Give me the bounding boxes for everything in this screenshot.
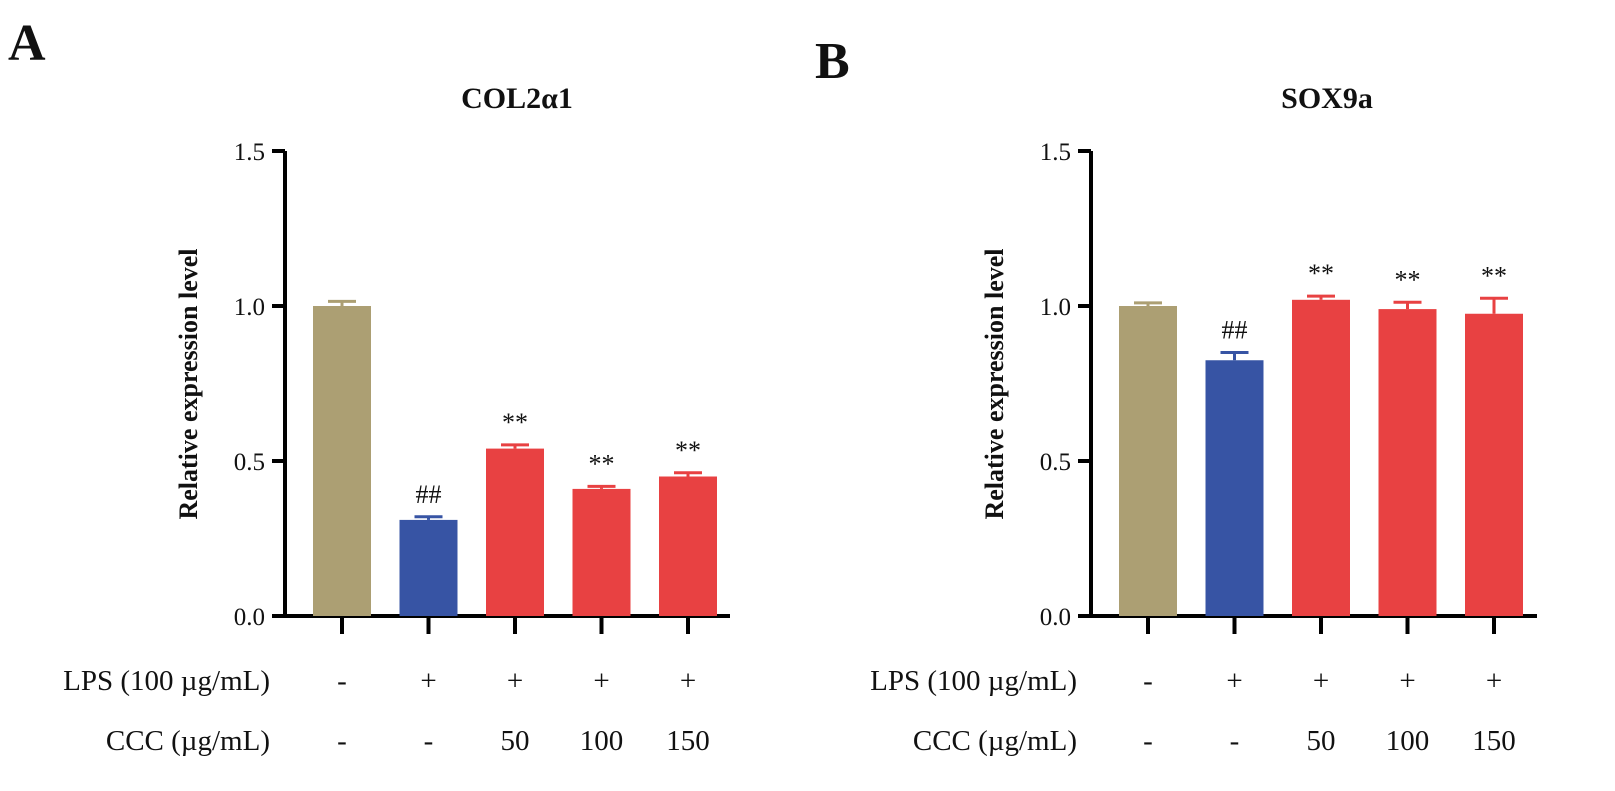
significance-label: ##: [1222, 316, 1248, 345]
condition-value: -: [337, 665, 347, 697]
y-tick-label: 0.0: [234, 604, 265, 631]
condition-value: +: [1226, 665, 1242, 697]
condition-value: -: [1143, 725, 1153, 757]
row-label-lps: LPS (100 µg/mL): [870, 665, 1077, 697]
condition-value: +: [1313, 665, 1329, 697]
x-ticks: [340, 616, 690, 634]
significance-label: ##: [416, 480, 442, 509]
panel-a: A COL2α1 Relative expression level 0.00.…: [8, 15, 730, 757]
y-tick-label: 1.0: [234, 294, 265, 321]
bar: [1378, 309, 1437, 616]
bar: [399, 519, 458, 616]
y-ticks: 0.0 0.5 1.0 1.5: [234, 139, 285, 631]
condition-value: 150: [1472, 725, 1516, 757]
bar: [572, 488, 631, 616]
condition-value: 100: [580, 725, 624, 757]
condition-value: 100: [1386, 725, 1430, 757]
y-tick-label: 0.5: [234, 449, 265, 476]
panel-b: B SOX9a Relative expression level 0.0 0.5…: [815, 33, 1537, 757]
condition-value: +: [420, 665, 436, 697]
condition-value: 50: [501, 725, 530, 757]
panel-letter: A: [8, 15, 46, 72]
y-tick-label: 0.5: [1040, 449, 1071, 476]
significance-label: **: [1308, 259, 1334, 288]
bars: ## ** ** **: [313, 299, 717, 616]
significance-label: **: [675, 436, 701, 465]
y-tick-label: 1.5: [1040, 139, 1071, 166]
bar: [313, 306, 371, 616]
x-ticks: [1146, 616, 1496, 634]
condition-value: +: [680, 665, 696, 697]
condition-value: +: [507, 665, 523, 697]
row-label-lps: LPS (100 µg/mL): [63, 665, 270, 697]
chart-title: SOX9a: [1281, 82, 1373, 115]
condition-value: -: [1143, 665, 1153, 697]
panel-letter: B: [815, 33, 850, 90]
significance-label: **: [502, 408, 528, 437]
condition-row-values: - - + - +50 +100 +150: [337, 665, 710, 757]
y-ticks: 0.0 0.5 1.0 1.5: [1040, 139, 1091, 631]
condition-row-values: - - + - +50 +100 +150: [1143, 665, 1516, 757]
y-axis-label: Relative expression level: [174, 248, 203, 519]
y-axis-label: Relative expression level: [980, 248, 1009, 519]
condition-value: -: [1230, 725, 1240, 757]
chart-title: COL2α1: [461, 82, 573, 115]
bar: [1465, 313, 1523, 616]
condition-value: +: [593, 665, 609, 697]
bar: [1292, 299, 1350, 616]
condition-value: 50: [1307, 725, 1336, 757]
condition-value: -: [337, 725, 347, 757]
significance-label: **: [1395, 265, 1421, 294]
bar: [659, 476, 717, 616]
significance-label: **: [1481, 261, 1507, 290]
bar: [486, 448, 544, 616]
y-tick-label: 1.5: [234, 139, 265, 166]
bar: [1119, 306, 1177, 616]
row-label-ccc: CCC (µg/mL): [106, 725, 270, 757]
row-label-ccc: CCC (µg/mL): [913, 725, 1077, 757]
y-tick-label: 0.0: [1040, 604, 1071, 631]
bar: [1205, 360, 1264, 616]
bars: ## ** ** **: [1119, 259, 1523, 616]
significance-label: **: [589, 449, 615, 478]
condition-value: +: [1486, 665, 1502, 697]
condition-value: -: [424, 725, 434, 757]
condition-value: 150: [666, 725, 710, 757]
condition-value: +: [1399, 665, 1415, 697]
y-tick-label: 1.0: [1040, 294, 1071, 321]
